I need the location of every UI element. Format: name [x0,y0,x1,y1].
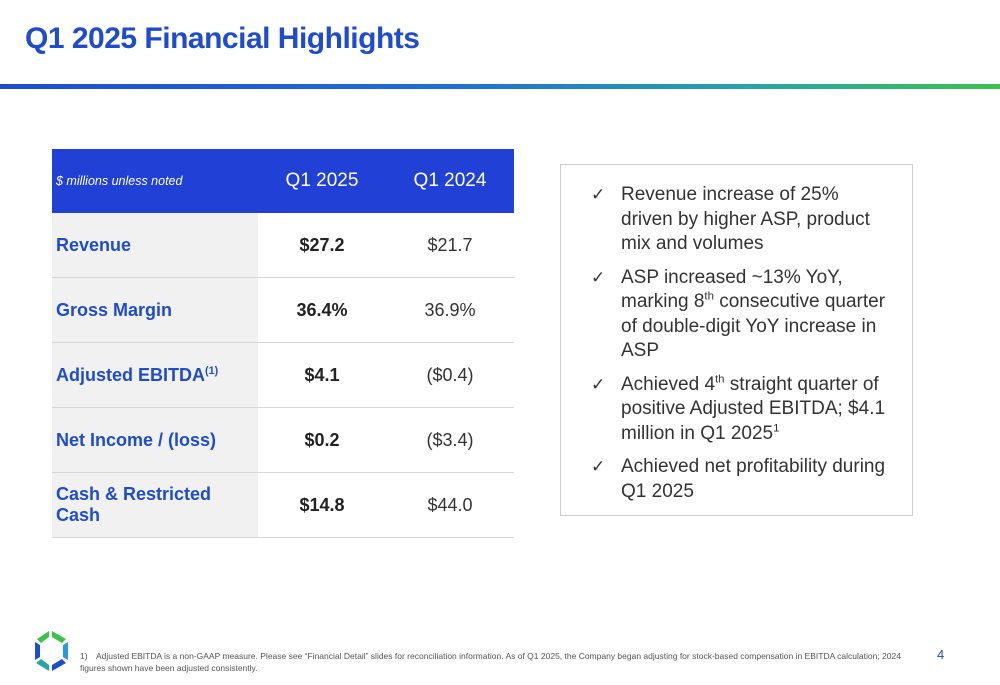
financial-table: $ millions unless noted Q1 2025 Q1 2024 … [52,149,514,538]
table-row: Net Income / (loss) $0.2 ($3.4) [52,407,514,473]
cell-prior: $44.0 [386,472,514,538]
bullet-text: Achieved net profitability during Q1 202… [621,456,886,502]
table-row: Gross Margin 36.4% 36.9% [52,277,514,343]
company-logo-icon [35,631,68,671]
cell-current: $4.1 [258,342,386,408]
list-item: ✓ ASP increased ~13% YoY, marking 8th co… [591,266,892,364]
checkmark-icon: ✓ [591,374,606,394]
bullet-text: Achieved 4 [621,373,716,395]
footnote-ref: (1) [205,364,219,377]
cell-prior: ($0.4) [386,342,514,408]
superscript: th [704,290,714,303]
table-row: Revenue $27.2 $21.7 [52,213,514,278]
page-number: 4 [937,647,945,662]
cell-current: $14.8 [258,472,386,538]
row-label: Adjusted EBITDA(1) [52,342,258,408]
superscript: th [715,373,725,386]
row-label: Cash & Restricted Cash [52,472,258,538]
page-title: Q1 2025 Financial Highlights [25,22,420,55]
table-header-row: $ millions unless noted Q1 2025 Q1 2024 [52,149,514,213]
checkmark-icon: ✓ [591,185,606,204]
col-header-q1-2024: Q1 2024 [386,149,514,213]
bullet-text: consecutive quarter of double-digit YoY … [621,291,886,361]
footnote-ref: 1 [773,422,780,435]
list-item: ✓ Achieved net profitability during Q1 2… [591,455,892,504]
title-divider [0,84,1000,89]
list-item: ✓ Achieved 4th straight quarter of posit… [591,373,892,447]
cell-current: 36.4% [258,277,386,343]
table-row: Cash & Restricted Cash $14.8 $44.0 [52,472,514,538]
list-item: ✓ Revenue increase of 25% driven by high… [591,183,892,257]
units-note: $ millions unless noted [52,149,258,213]
row-label: Gross Margin [52,277,258,343]
cell-prior: $21.7 [386,213,514,278]
cell-current: $0.2 [258,407,386,473]
row-label: Net Income / (loss) [52,407,258,473]
table-row: Adjusted EBITDA(1) $4.1 ($0.4) [52,342,514,408]
cell-prior: ($3.4) [386,407,514,473]
checkmark-icon: ✓ [591,267,606,287]
highlights-list: ✓ Revenue increase of 25% driven by high… [561,165,912,504]
bullet-text: straight quarter of positive Adjusted EB… [621,373,886,444]
highlights-box: ✓ Revenue increase of 25% driven by high… [560,164,913,516]
col-header-q1-2025: Q1 2025 [258,149,386,213]
checkmark-icon: ✓ [591,457,606,476]
row-label: Revenue [52,213,258,278]
footnote: 1) Adjusted EBITDA is a non-GAAP measure.… [80,650,910,674]
footnote-number: 1) [80,651,88,661]
footnote-text: Adjusted EBITDA is a non-GAAP measure. P… [80,651,901,673]
cell-current: $27.2 [258,213,386,278]
bullet-text: Revenue increase of 25% driven by higher… [621,184,870,254]
cell-prior: 36.9% [386,277,514,343]
bullet-text: ASP increased ~13% YoY, marking 8 [621,266,843,313]
